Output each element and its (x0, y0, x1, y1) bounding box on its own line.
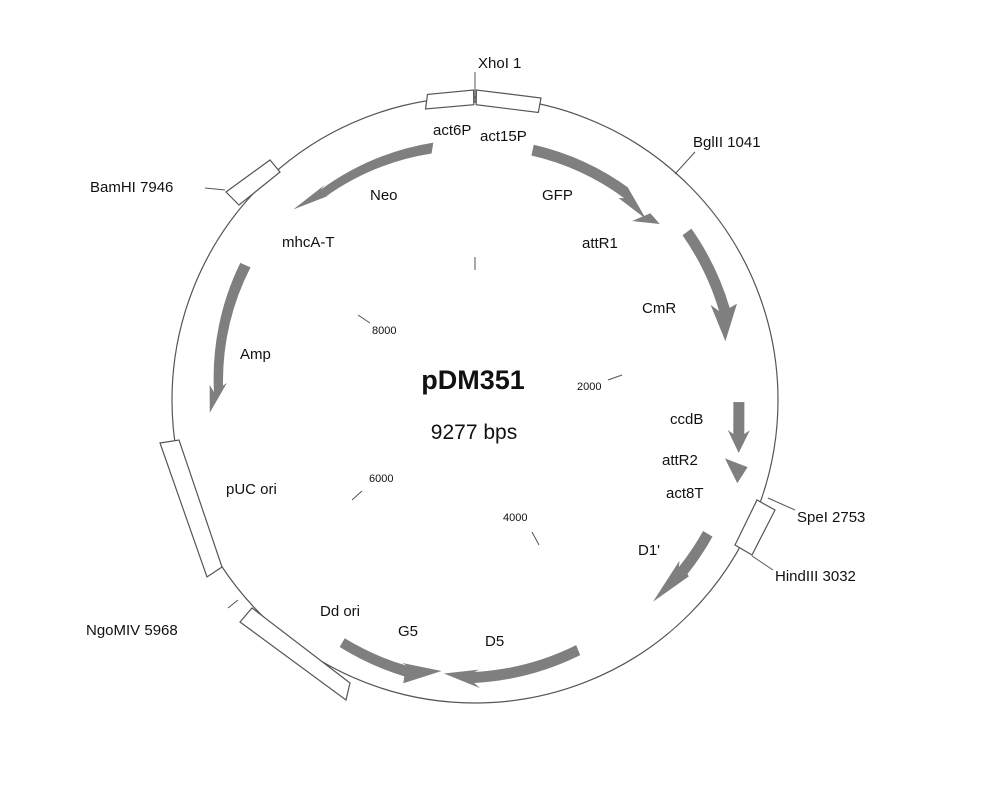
tick-mark-2000 (607, 374, 623, 381)
attr1-arrow (632, 213, 660, 224)
site-label-spei: SpeI 2753 (797, 509, 865, 526)
spei-line (767, 497, 796, 511)
site-labels: XhoI 1 BglII 1041 SpeI 2753 HindIII 3032… (86, 55, 865, 639)
cmr-arrow (682, 228, 737, 342)
feature-labels: act6P act15P GFP attR1 CmR ccdB attR2 ac… (226, 122, 704, 650)
tick-mark-8000 (357, 314, 371, 324)
site-label-ngomiv: NgoMIV 5968 (86, 622, 178, 639)
tick-mark-6000 (351, 490, 363, 501)
tick-mark-4000 (531, 531, 540, 546)
feature-label-amp: Amp (240, 346, 271, 363)
amp-arrow (209, 262, 251, 413)
tick-label-4000: 4000 (503, 512, 527, 524)
feature-label-act8t: act8T (666, 485, 704, 502)
site-label-bglii: BglII 1041 (693, 134, 761, 151)
feature-label-d1: D1' (638, 542, 660, 559)
puc-ori-box (159, 439, 223, 578)
inner-tick-marks (351, 257, 623, 546)
bglii-line (674, 151, 696, 175)
site-label-bamhi: BamHI 7946 (90, 179, 173, 196)
feature-label-neo: Neo (370, 187, 398, 204)
feature-label-mhca-t: mhcA-T (282, 234, 335, 251)
site-label-hindiii: HindIII 3032 (775, 568, 856, 585)
plasmid-name: pDM351 (421, 365, 525, 395)
feature-label-cmr: CmR (642, 300, 676, 317)
hindiii-line (751, 555, 774, 571)
act15p-box (475, 89, 542, 114)
attr2-arrow (724, 458, 748, 484)
feature-label-attr1: attR1 (582, 235, 618, 252)
neo-arrow (293, 142, 434, 210)
act8t-box (734, 499, 776, 556)
bamhi-line (204, 187, 226, 191)
tick-label-2000: 2000 (577, 381, 601, 393)
act6p-box (424, 89, 475, 110)
feature-label-act15p: act15P (480, 128, 527, 145)
feature-label-puc-ori: pUC ori (226, 481, 277, 498)
plasmid-backbone-circle (171, 96, 779, 704)
feature-label-act6p: act6P (433, 122, 471, 139)
tick-label-6000: 6000 (369, 473, 393, 485)
feature-label-gfp: GFP (542, 187, 573, 204)
d5-arrow (443, 645, 581, 689)
bamhi-region-box (225, 159, 281, 206)
d1-arrow (653, 531, 713, 602)
gfp-arrow (531, 144, 646, 219)
site-label-xhoi: XhoI 1 (478, 55, 521, 72)
tick-labels: 2000 4000 6000 8000 (369, 325, 601, 524)
feature-label-ccdb: ccdB (670, 411, 703, 428)
feature-label-g5: G5 (398, 623, 418, 640)
feature-label-d5: D5 (485, 633, 504, 650)
feature-arrows (209, 142, 750, 689)
backbone-feature-boxes (159, 89, 776, 702)
plasmid-size: 9277 bps (431, 421, 517, 444)
dd-ori-box (239, 607, 351, 702)
feature-label-dd-ori: Dd ori (320, 603, 360, 620)
site-leader-lines (204, 72, 796, 609)
tick-label-8000: 8000 (372, 325, 396, 337)
feature-label-attr2: attR2 (662, 452, 698, 469)
g5-arrow (339, 638, 442, 684)
ccdb-arrow (727, 402, 750, 453)
ngomiv-line (227, 599, 239, 609)
